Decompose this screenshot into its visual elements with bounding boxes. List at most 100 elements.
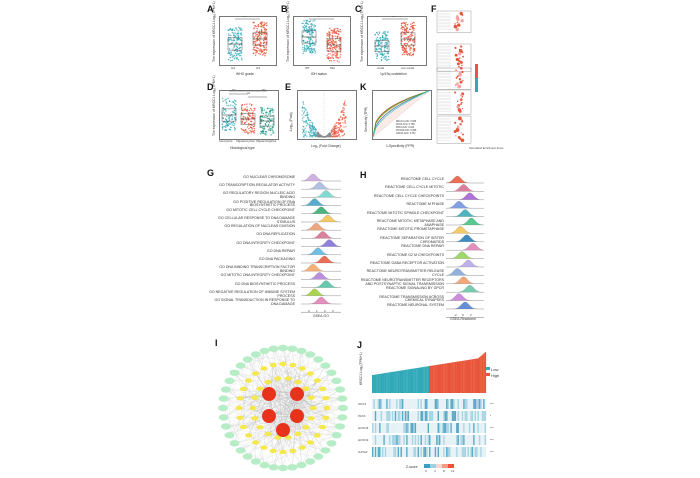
panel-k: Sensitivity (TPR) KRCC1 AUC: 0.833 SOX4 … [362, 88, 434, 156]
panel-i-edge [247, 415, 270, 457]
panel-i-mid-node [284, 435, 292, 440]
panel-j-heat-cell [421, 411, 424, 421]
panel-c-noncodel-point [402, 47, 404, 50]
panel-a-g2-point [232, 56, 235, 58]
panel-e-gene-point [306, 116, 308, 118]
panel-j-heat-cell [474, 423, 477, 433]
panel-i-edge [282, 426, 341, 431]
panel-c-noncodel-point [406, 27, 408, 29]
panel-c-noncodel-point [413, 29, 415, 31]
panel-j: KRCC1 Log₂(TPM+1) Low High SOX4 PAX3 HOX… [358, 345, 503, 475]
panel-a-g3-point [262, 45, 265, 47]
panel-d-oligodendro-point [269, 129, 272, 131]
panel-a-g2-point [232, 54, 234, 56]
panel-e-gene-point [331, 133, 334, 136]
panel-f-group-frame [436, 43, 472, 72]
panel-g-ridge [300, 288, 341, 296]
panel-e-gene-point [302, 125, 304, 128]
panel-e-gene-point [305, 130, 307, 132]
panel-j-heat-cell [467, 447, 470, 457]
panel-c-noncodel-point [405, 42, 407, 45]
panel-a-g3-point [258, 33, 260, 35]
panel-i-edge [277, 437, 326, 451]
panel-j-heat-cell [473, 399, 475, 409]
panel-c-noncodel-point [411, 25, 414, 27]
panel-d-oligoastro-point [244, 122, 246, 124]
panel-c-noncodel-point [412, 48, 415, 50]
panel-j-heat-cell [380, 447, 383, 457]
panel-d-astro-point [222, 111, 224, 113]
panel-i-mid-node [252, 440, 260, 445]
panel-e-gene-point [329, 133, 332, 136]
panel-j-heat-cell [406, 423, 408, 433]
panel-i-outer-node [250, 458, 261, 465]
panel-j-heat-cell [464, 423, 467, 433]
panel-f-term-dot [460, 94, 463, 97]
panel-j-heat-cell [450, 447, 452, 457]
panel-j-expression-bar [397, 370, 400, 393]
panel-g-ridge [301, 239, 342, 247]
panel-j-legend-low: Low [491, 367, 499, 372]
panel-d-astro-point [232, 121, 234, 123]
panel-h-tick-0: -2 [454, 313, 457, 317]
panel-h-term-label: REACTOME NEURONAL SYSTEM [387, 303, 444, 307]
panel-a-g2-point [229, 56, 231, 59]
panel-j-heat-cell [391, 411, 394, 421]
panel-j-heat-cell [379, 399, 381, 409]
panel-b-wt-point [310, 43, 312, 45]
panel-c-cat-2: non-codel [401, 66, 415, 70]
panel-h-ridge [446, 243, 485, 251]
panel-b-mut-point [339, 37, 341, 39]
panel-j-heat-cell [457, 411, 460, 421]
panel-e-gene-point [311, 132, 313, 134]
panel-j-heat-cell [441, 399, 444, 409]
panel-e-gene-point [337, 130, 339, 132]
panel-b-wt-point [306, 19, 308, 22]
panel-a-g3-point [265, 48, 267, 50]
panel-e-gene-point [342, 122, 344, 124]
panel-b-wt-point [310, 52, 312, 54]
panel-j-heat-cell [383, 435, 385, 445]
panel-j-heat-cell [468, 447, 471, 457]
panel-f-term-dot [461, 119, 463, 121]
panel-k-legend-3: PAX3 AUC: 0.812 [396, 127, 415, 129]
panel-h-tick-1: 0 [462, 313, 464, 317]
panel-j-heat-cell [414, 423, 417, 433]
panel-i-edge [297, 381, 328, 409]
panel-a-g2-point [235, 45, 237, 48]
panel-b-wt-point [313, 48, 316, 50]
panel-b-wt-point [309, 38, 312, 41]
panel-d-oligodendro-point [270, 109, 272, 112]
panel-c-noncodel-point [411, 31, 413, 33]
panel-d-astro-point [231, 111, 234, 113]
panel-b-wt-point [310, 48, 313, 50]
panel-a-g3-point [258, 39, 260, 41]
panel-c-noncodel-point [403, 53, 406, 56]
panel-h-ridge [446, 192, 485, 200]
panel-j-gene-5: GATA4 [358, 450, 368, 454]
panel-i-mid-node [235, 405, 243, 411]
panel-e-gene-point [306, 125, 308, 127]
panel-f-term-dot [460, 61, 463, 64]
panel-d-sig-3: *** [262, 88, 266, 92]
panel-f-term-dot [458, 59, 461, 63]
panel-d-oligodendro-point [268, 128, 270, 131]
panel-j-heat-cell [413, 399, 415, 409]
panel-c-codel-point [381, 36, 384, 38]
panel-f-group-frame [436, 67, 472, 90]
panel-d-oligodendro-point [264, 133, 267, 135]
panel-b-mut-point [334, 45, 336, 48]
panel-f-term-dot [461, 96, 464, 98]
panel-j-heat-cell [451, 423, 454, 433]
panel-b-mut-point [331, 42, 333, 44]
panel-i-edge [255, 350, 265, 374]
panel-c-codel-point [387, 31, 389, 34]
panel-j-heat-cell [424, 411, 427, 421]
panel-b-wt-point [309, 40, 311, 42]
panel-d-oligoastro-point [247, 114, 250, 116]
panel-b-wt-point [308, 49, 310, 52]
panel-e: -Log₁₀ (P.adj) Log₂ (Fold Change) [287, 88, 359, 156]
panel-g: GO NUCLEAR CHROMOSOME GO TRANSCRIPTION RE… [209, 172, 359, 322]
panel-j-heat-cell [396, 435, 398, 445]
panel-j-heat-cell [446, 423, 448, 433]
